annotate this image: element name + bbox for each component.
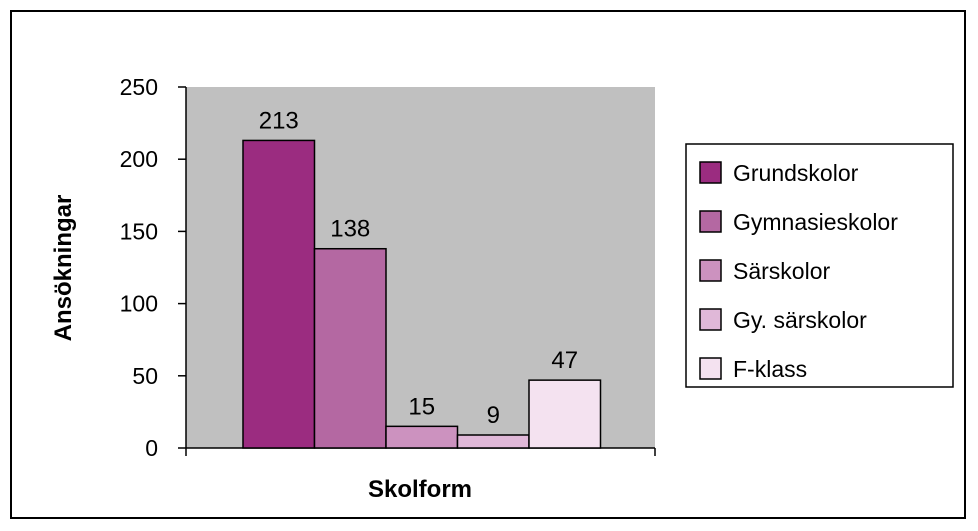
y-axis-ticks: 0 50 100 150 200 250 [120, 74, 186, 461]
bar [528, 379, 602, 449]
bar [242, 139, 316, 449]
y-tick-label: 100 [120, 291, 158, 317]
bar [313, 247, 387, 449]
y-axis-title: Ansökningar [50, 195, 77, 342]
legend-swatch [699, 357, 722, 380]
y-tick-label: 0 [145, 435, 158, 461]
bar-value-label: 9 [487, 402, 500, 429]
bar-value-label: 138 [330, 216, 370, 243]
legend-swatch [699, 308, 722, 331]
legend-swatch [699, 259, 722, 282]
legend-swatch [699, 210, 722, 233]
bars [242, 139, 602, 449]
data-labels: 213 138 15 9 47 [259, 107, 578, 429]
legend: Grundskolor Gymnasieskolor Särskolor Gy. sä… [699, 160, 898, 382]
bar-value-label: 47 [551, 347, 578, 374]
y-tick-label: 150 [120, 218, 158, 244]
y-tick-label: 200 [120, 146, 158, 172]
bar [456, 434, 530, 449]
bar-value-label: 213 [259, 107, 299, 134]
y-tick-label: 50 [132, 363, 158, 389]
legend-label: F-klass [733, 356, 807, 382]
legend-label: Särskolor [733, 258, 830, 284]
bar-value-label: 15 [408, 393, 435, 420]
y-tick-label: 250 [120, 74, 158, 100]
legend-swatch [699, 161, 722, 184]
legend-label: Gymnasieskolor [733, 209, 898, 235]
legend-box [685, 143, 954, 388]
x-axis-title: Skolform [368, 476, 472, 503]
bar [385, 425, 459, 449]
legend-label: Gy. särskolor [733, 307, 867, 333]
legend-label: Grundskolor [733, 160, 859, 186]
